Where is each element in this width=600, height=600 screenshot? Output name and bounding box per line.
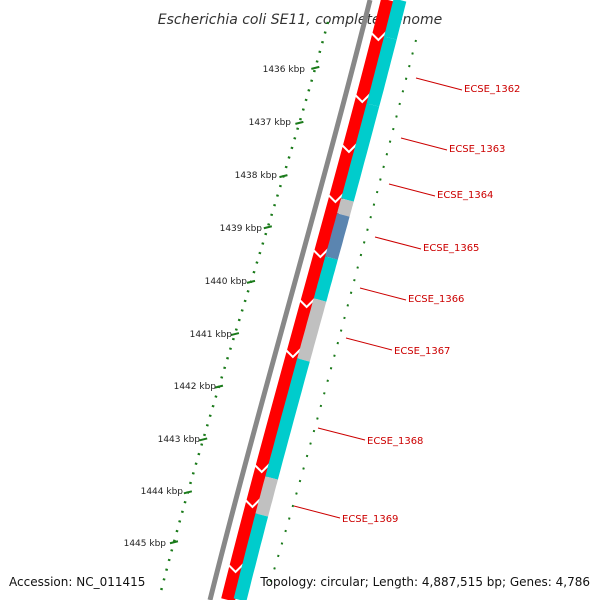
cds-segment: [384, 0, 407, 40]
cds-segment: [233, 513, 269, 600]
tick-mark: [311, 65, 320, 70]
gene-arrow-tip: [311, 248, 330, 259]
genome-summary: Topology: circular; Length: 4,887,515 bp…: [259, 575, 590, 589]
map-title: Escherichia coli SE11, complete genome: [158, 12, 442, 28]
tick-label: 1444 kbp: [141, 487, 184, 497]
callout-line: [293, 505, 341, 519]
tick-label: 1440 kbp: [205, 277, 248, 287]
tick-marks: [169, 65, 320, 545]
cds-segment: [313, 256, 338, 302]
gene-boundaries: [226, 31, 388, 574]
gene-label-ecse-1365: ECSE_1365: [423, 243, 479, 254]
cds-segment: [325, 213, 350, 260]
gene-label-ecse-1369: ECSE_1369: [342, 514, 398, 525]
gene-arrow-tip: [243, 498, 262, 509]
gene-label-ecse-1367: ECSE_1367: [394, 346, 450, 357]
callout-line: [374, 236, 422, 250]
callout-line: [388, 183, 436, 197]
cds-segment: [366, 36, 397, 107]
tick-mark: [214, 384, 224, 389]
callout-line: [345, 337, 393, 351]
cds-segment: [297, 298, 327, 362]
cds-segment: [341, 103, 380, 202]
tick-mark: [230, 332, 240, 337]
tick-mark: [279, 174, 288, 179]
gene-callouts: ECSE_1362 ECSE_1363 ECSE_1364 ECSE_1365 …: [293, 77, 520, 525]
tick-label: 1442 kbp: [174, 382, 217, 392]
tick-label: 1437 kbp: [249, 118, 292, 128]
cds-segment: [255, 476, 278, 517]
tick-mark: [169, 540, 179, 545]
forward-gene-track: [221, 0, 395, 600]
tick-mark: [198, 437, 208, 442]
tick-label: 1439 kbp: [220, 224, 263, 234]
tick-labels: 1436 kbp 1437 kbp 1438 kbp 1439 kbp 1440…: [124, 65, 306, 549]
callout-line: [415, 77, 463, 91]
gene-arrow-tip: [297, 298, 316, 309]
tick-mark: [295, 120, 304, 125]
gene-arrow-tip: [353, 93, 371, 104]
callout-line: [317, 427, 366, 441]
tick-mark: [263, 225, 273, 230]
gene-arrow-tip: [369, 31, 388, 42]
callout-line: [359, 287, 407, 301]
cds-segment: [337, 198, 354, 218]
gene-arrow-tip: [284, 348, 302, 359]
cds-segment: [265, 358, 310, 480]
gene-label-ecse-1363: ECSE_1363: [449, 144, 505, 155]
tick-mark: [183, 490, 193, 495]
genome-backbone: [207, 0, 373, 600]
gene-label-ecse-1368: ECSE_1368: [367, 436, 423, 447]
callout-line: [400, 137, 448, 151]
gene-arrow-tip: [226, 563, 245, 574]
tick-label: 1445 kbp: [124, 539, 167, 549]
gene-label-ecse-1362: ECSE_1362: [464, 84, 520, 95]
tick-mark: [246, 279, 256, 284]
feature-ruler: [267, 39, 417, 591]
tick-label: 1441 kbp: [190, 330, 233, 340]
tick-label: 1438 kbp: [235, 171, 278, 181]
gene-arrow-tip: [252, 463, 271, 474]
gene-arrow-tip: [326, 193, 345, 204]
accession-text: Accession: NC_011415: [9, 575, 145, 589]
cds-track: [233, 0, 407, 600]
tick-label: 1436 kbp: [263, 65, 306, 75]
gene-arrow-tip: [340, 143, 358, 154]
gene-label-ecse-1366: ECSE_1366: [408, 294, 464, 305]
gene-label-ecse-1364: ECSE_1364: [437, 190, 493, 201]
tick-label: 1443 kbp: [158, 435, 201, 445]
